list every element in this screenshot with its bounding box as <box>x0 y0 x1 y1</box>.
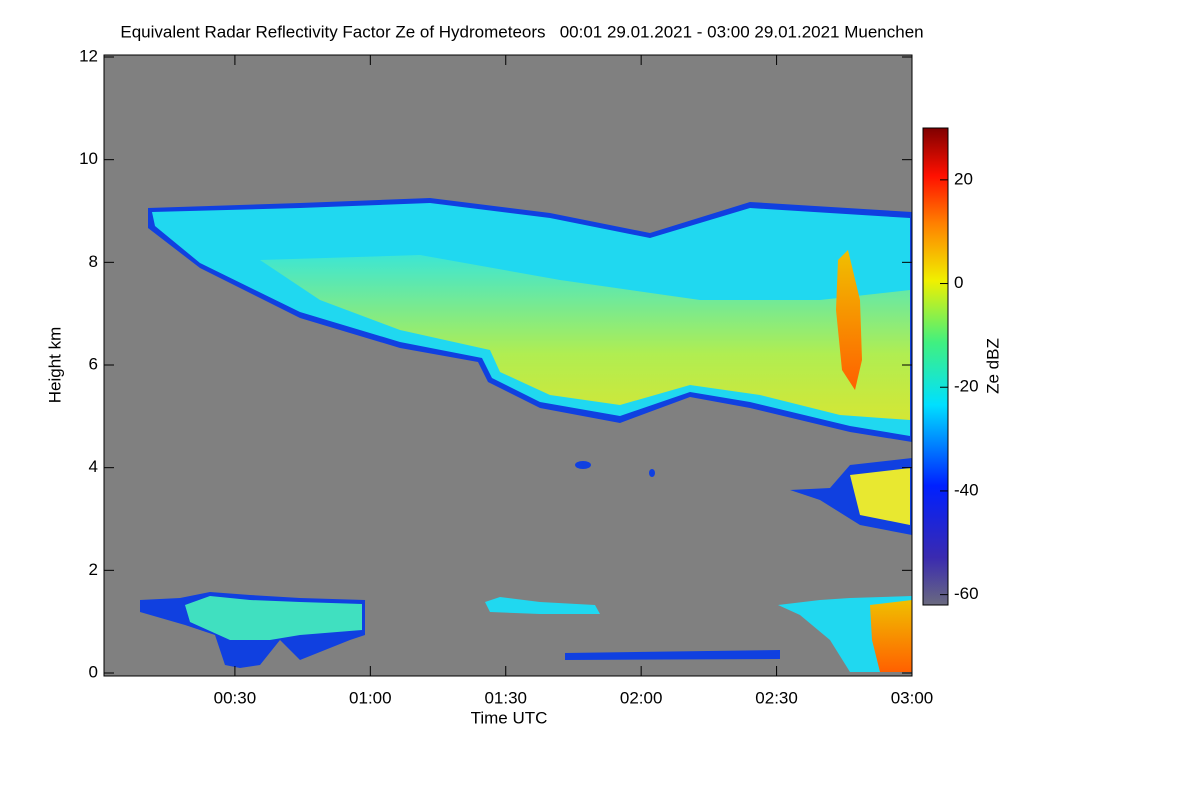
x-tick-label: 01:30 <box>484 688 527 707</box>
echo-region <box>649 469 655 477</box>
y-axis-label: Height km <box>45 327 64 404</box>
y-tick-label: 0 <box>89 662 98 681</box>
echo-region <box>870 600 912 672</box>
colorbar-tick-label: -40 <box>954 480 979 499</box>
echo-region <box>485 597 600 614</box>
echo-regions <box>140 198 912 672</box>
colorbar-tick-label: 0 <box>954 273 963 292</box>
echo-region <box>565 650 780 660</box>
colorbar-tick-label: -60 <box>954 584 979 603</box>
echo-region <box>575 461 591 469</box>
y-tick-label: 6 <box>89 354 98 373</box>
echo-region <box>185 596 362 640</box>
y-tick-label: 12 <box>79 46 98 65</box>
y-tick-label: 8 <box>89 252 98 271</box>
echo-region <box>850 468 910 525</box>
x-tick-label: 02:00 <box>620 688 663 707</box>
colorbar-label: Ze dBZ <box>983 338 1002 394</box>
x-tick-label: 01:00 <box>349 688 392 707</box>
colorbar-tick-label: -20 <box>954 377 979 396</box>
y-tick-label: 2 <box>89 560 98 579</box>
x-axis-label: Time UTC <box>471 708 548 727</box>
colorbar <box>922 127 949 606</box>
echo-region <box>836 250 862 390</box>
y-tick-label: 4 <box>89 457 98 476</box>
y-tick-label: 10 <box>79 149 98 168</box>
echo-region <box>260 255 910 420</box>
x-tick-label: 02:30 <box>755 688 798 707</box>
colorbar-tick-label: 20 <box>954 169 973 188</box>
chart-title: Equivalent Radar Reflectivity Factor Ze … <box>120 22 923 41</box>
x-tick-label: 03:00 <box>891 688 934 707</box>
x-tick-label: 00:30 <box>214 688 257 707</box>
